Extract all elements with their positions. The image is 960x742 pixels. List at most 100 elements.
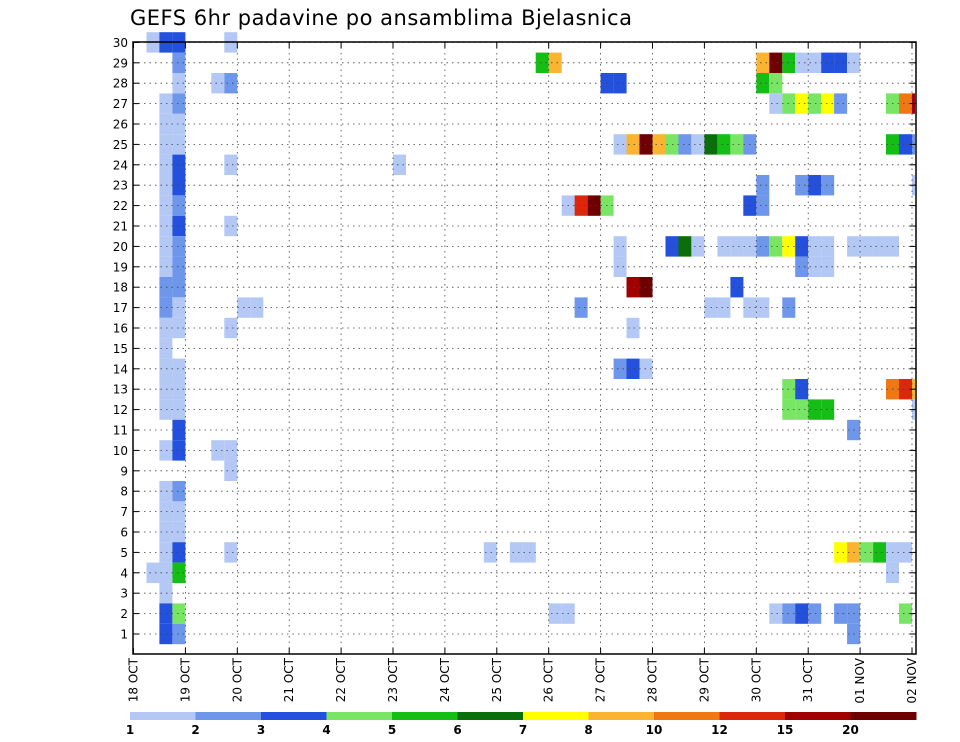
- heatmap-cell: [172, 93, 186, 114]
- heatmap-cell: [172, 399, 186, 420]
- heatmap-cell: [795, 52, 809, 73]
- y-tick-label: 24: [113, 158, 128, 172]
- heatmap-cell: [224, 215, 238, 237]
- y-tick-label: 2: [120, 607, 128, 621]
- legend-swatch: [326, 712, 393, 720]
- y-tick-label: 10: [113, 444, 128, 458]
- heatmap-cell: [172, 501, 186, 522]
- heatmap-cell: [172, 379, 186, 400]
- y-tick-label: 17: [113, 301, 128, 315]
- heatmap-cell: [821, 175, 835, 196]
- y-tick-label: 25: [113, 138, 128, 152]
- heatmap-cell: [730, 134, 744, 155]
- x-tick-label: 22 OCT: [334, 657, 348, 702]
- heatmap-cell: [678, 134, 692, 155]
- heatmap-cell: [678, 236, 692, 257]
- legend-label: 4: [322, 723, 330, 737]
- legend-swatch: [523, 712, 589, 720]
- heatmap-cell: [172, 481, 186, 502]
- x-tick-label: 25 OCT: [490, 657, 504, 702]
- heatmap-cell: [224, 317, 238, 339]
- heatmap-cell: [172, 603, 186, 624]
- y-tick-label: 7: [120, 505, 128, 519]
- heatmap-cell: [613, 134, 627, 155]
- heatmap-cell: [159, 277, 173, 298]
- y-tick-label: 13: [113, 383, 128, 397]
- x-tick-label: 26 OCT: [542, 657, 556, 702]
- heatmap-cell: [769, 52, 783, 73]
- heatmap-cell: [821, 93, 835, 114]
- heatmap-cell: [211, 440, 225, 461]
- heatmap-cell: [574, 195, 588, 216]
- legend-label: 7: [519, 723, 527, 737]
- heatmap-cell: [172, 542, 186, 563]
- heatmap-cell: [172, 521, 186, 543]
- heatmap-cell: [795, 603, 809, 624]
- heatmap-cell: [795, 256, 809, 277]
- heatmap-cell: [172, 236, 186, 257]
- y-tick-label: 8: [120, 485, 128, 499]
- legend-swatch: [457, 712, 524, 720]
- heatmap-cell: [224, 440, 238, 461]
- heatmap-cell: [834, 603, 848, 624]
- legend-label: 2: [191, 723, 199, 737]
- heatmap-cell: [821, 236, 835, 257]
- heatmap-cell: [860, 236, 874, 257]
- heatmap-cell: [795, 175, 809, 196]
- heatmap-cell: [159, 379, 173, 400]
- heatmap-cell: [691, 134, 705, 155]
- heatmap-cell: [652, 134, 666, 155]
- heatmap-cell: [159, 623, 173, 645]
- heatmap-cell: [808, 256, 822, 277]
- x-tick-label: 27 OCT: [594, 657, 608, 702]
- heatmap-cell: [172, 562, 186, 583]
- heatmap-cell: [224, 460, 238, 481]
- heatmap-cell: [509, 542, 523, 563]
- y-tick-label: 14: [113, 362, 128, 376]
- heatmap-cell: [159, 583, 173, 604]
- heatmap-cell: [795, 93, 809, 114]
- heatmap-cell: [613, 236, 627, 257]
- y-tick-label: 4: [120, 566, 128, 580]
- heatmap-cell: [899, 134, 912, 155]
- heatmap-cell: [717, 297, 731, 318]
- x-tick-label: 24 OCT: [438, 657, 452, 702]
- legend-label: 15: [777, 723, 794, 737]
- legend-swatch: [261, 712, 327, 720]
- legend-label: 20: [842, 723, 859, 737]
- heatmap-cell: [159, 358, 173, 379]
- heatmap-cell: [172, 317, 186, 339]
- heatmap-cell: [224, 73, 238, 94]
- heatmap-cell: [172, 73, 186, 94]
- heatmap-cell: [821, 256, 835, 277]
- heatmap-cell: [808, 603, 822, 624]
- heatmap-cell: [613, 358, 627, 379]
- heatmap-cell: [769, 73, 783, 94]
- heatmap-cell: [730, 277, 744, 298]
- legend-swatch: [588, 712, 655, 720]
- heatmap-cell: [172, 358, 186, 379]
- x-tick-label: 31 OCT: [801, 657, 815, 702]
- heatmap-cell: [899, 379, 912, 400]
- x-axis: 18 OCT 19 OCT 20 OCT 21 OCT 22 OCT 23 OCT 24 O…: [127, 42, 919, 704]
- heatmap-cell: [159, 399, 173, 420]
- y-tick-label: 3: [120, 587, 128, 601]
- chart-title: GEFS 6hr padavine po ansamblima Bjelasni…: [130, 6, 633, 30]
- y-tick-label: 28: [113, 77, 128, 91]
- heatmap-cell: [756, 175, 770, 196]
- heatmap-cell: [224, 154, 238, 175]
- heatmap-cell: [159, 317, 173, 339]
- heatmap-cell: [756, 297, 770, 318]
- heatmap-cell: [834, 93, 848, 114]
- legend-swatch: [850, 712, 917, 720]
- heatmap-cell: [159, 603, 173, 624]
- heatmap-cell: [899, 603, 912, 624]
- heatmap-cell: [795, 399, 809, 420]
- heatmap-cell: [626, 317, 640, 339]
- heatmap-cell: [795, 236, 809, 257]
- y-tick-label: 26: [113, 118, 128, 132]
- heatmap-cell: [172, 440, 186, 461]
- legend-label: 10: [646, 723, 663, 737]
- y-tick-label: 19: [113, 260, 128, 274]
